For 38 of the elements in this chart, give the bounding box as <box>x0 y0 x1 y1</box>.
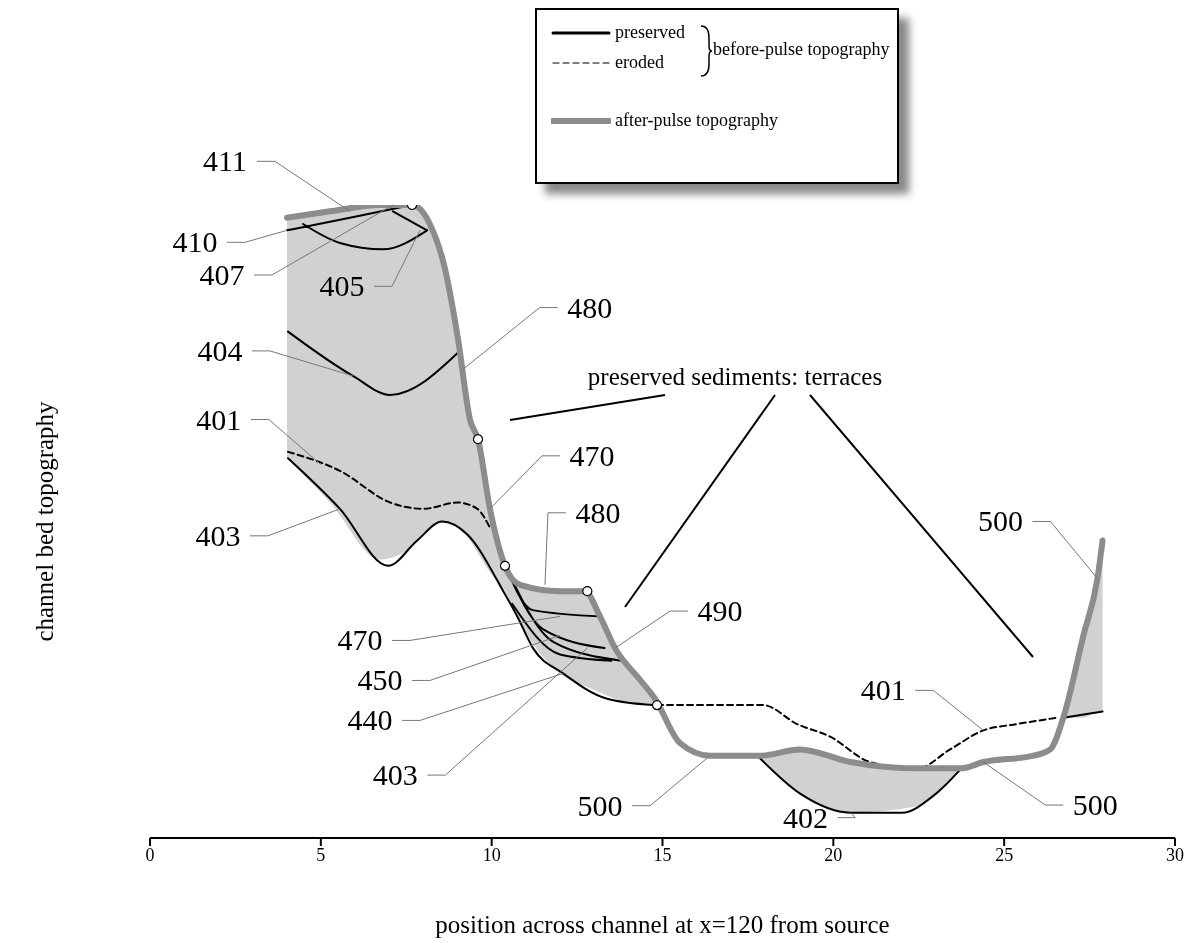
legend-label: eroded <box>615 52 664 73</box>
annotation: 490 <box>697 594 743 628</box>
annotation: 450 <box>357 663 403 697</box>
annotation: 401 <box>860 673 906 707</box>
y-axis-title: channel bed topography <box>31 400 58 642</box>
annotation: 405 <box>319 269 365 303</box>
legend-label: after-pulse topography <box>615 110 779 131</box>
annotation: 500 <box>577 788 623 822</box>
annotation: 480 <box>567 290 613 324</box>
x-tick-label: 20 <box>824 844 843 865</box>
x-tick-label: 25 <box>995 844 1014 865</box>
annotation: 403 <box>195 518 241 552</box>
annotation: 402 <box>782 800 828 834</box>
x-tick-label: 10 <box>482 844 501 865</box>
annotation: 403 <box>372 758 418 792</box>
annotation: 404 <box>197 333 243 367</box>
annotation: 407 <box>199 258 245 291</box>
annotation: 470 <box>337 623 383 657</box>
x-tick-label: 15 <box>653 844 672 865</box>
x-axis-title: position across channel at x=120 from source <box>435 911 890 938</box>
x-tick-label: 30 <box>1166 844 1184 865</box>
legend-label: preserved <box>615 22 685 43</box>
annotation: 401 <box>196 402 242 436</box>
annotation: 470 <box>569 438 615 472</box>
x-tick-label: 5 <box>316 844 326 865</box>
point <box>499 560 511 571</box>
annotation: 440 <box>347 703 393 737</box>
x-tick-label: 0 <box>145 844 155 865</box>
annotation: 410 <box>172 225 218 259</box>
point <box>651 699 663 711</box>
annotation: 411 <box>202 144 247 178</box>
annotation: 500 <box>1072 788 1118 822</box>
annotation: 480 <box>575 495 621 529</box>
text: before-pulse topography <box>713 39 890 60</box>
point <box>472 434 484 445</box>
annotation: preserved sediments: terraces <box>587 363 883 390</box>
annotation: 500 <box>977 504 1023 538</box>
point <box>582 586 593 597</box>
